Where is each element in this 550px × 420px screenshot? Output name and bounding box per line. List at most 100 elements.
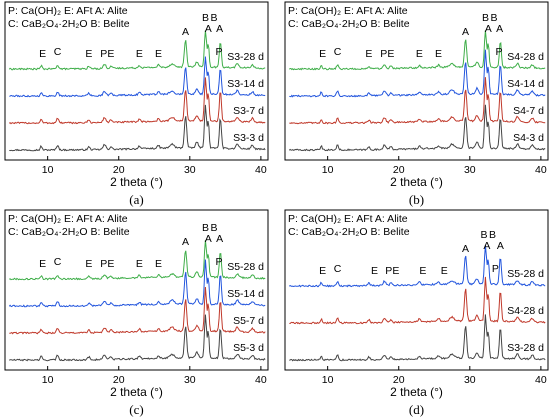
peak-label: E bbox=[136, 258, 143, 270]
peak-label: B bbox=[210, 12, 217, 24]
peak-label: E bbox=[107, 258, 114, 270]
peak-label: E bbox=[319, 48, 326, 60]
peak-label: E bbox=[155, 258, 162, 270]
peak-label: C bbox=[334, 46, 342, 58]
series-label: S5-28 d bbox=[227, 261, 264, 273]
peak-label: E bbox=[365, 48, 372, 60]
peak-label: E bbox=[136, 48, 143, 60]
series-line bbox=[8, 314, 266, 362]
series-line bbox=[288, 245, 546, 288]
peak-label: A bbox=[182, 26, 189, 38]
series-line bbox=[8, 259, 266, 308]
panel-letter: (b) bbox=[409, 192, 424, 207]
peak-label: P bbox=[380, 48, 387, 60]
peak-label: B bbox=[481, 229, 488, 241]
plot-frame bbox=[4, 209, 269, 371]
peak-label: A bbox=[205, 23, 212, 35]
series-label: S3-14 d bbox=[227, 78, 264, 90]
peak-label: B bbox=[489, 229, 496, 241]
series-line bbox=[289, 276, 546, 325]
phase-legend-line: P: Ca(OH)₂ E: AFt A: Alite bbox=[288, 5, 408, 17]
x-axis-title: 2 theta (°) bbox=[110, 385, 163, 399]
peak-label: P bbox=[385, 265, 392, 277]
peak-label: B bbox=[482, 12, 489, 24]
x-tick-label: 40 bbox=[255, 164, 267, 176]
series-label: S3-28 d bbox=[507, 342, 544, 354]
series-label: S4-28 d bbox=[507, 51, 544, 63]
x-tick-label: 20 bbox=[113, 164, 125, 176]
peak-label: A bbox=[485, 23, 492, 35]
x-tick-label: 30 bbox=[184, 374, 196, 386]
x-tick-label: 40 bbox=[535, 374, 547, 386]
peak-label: E bbox=[416, 48, 423, 60]
peak-label: E bbox=[371, 265, 378, 277]
panel-a: 10 20 30 40 2 theta (°) (a) P: Ca(OH)₂ E: AFt … bbox=[4, 1, 269, 207]
x-tick-label: 10 bbox=[42, 164, 54, 176]
x-tick-label: 20 bbox=[393, 164, 405, 176]
x-tick-label: 20 bbox=[393, 374, 405, 386]
peak-label: A bbox=[462, 243, 469, 255]
peak-label: A bbox=[483, 240, 490, 252]
peak-label: E bbox=[85, 48, 92, 60]
plot-frame bbox=[284, 1, 549, 161]
peak-label: E bbox=[441, 265, 448, 277]
phase-legend-line: C: CaB₂O₄·2H₂O B: Belite bbox=[8, 226, 130, 238]
series-label: S4-3 d bbox=[513, 132, 544, 144]
phase-legend-line: P: Ca(OH)₂ E: AFt A: Alite bbox=[8, 5, 128, 17]
peak-label: E bbox=[155, 48, 162, 60]
panel-c: 10 20 30 40 2 theta (°) (c) P: Ca(OH)₂ E: AFt … bbox=[4, 209, 269, 417]
phase-legend-line: C: CaB₂O₄·2H₂O B: Belite bbox=[288, 18, 410, 30]
series-label: S5-7 d bbox=[233, 315, 264, 327]
peak-label: E bbox=[392, 265, 399, 277]
panel-letter: (d) bbox=[409, 402, 424, 417]
series-line bbox=[289, 49, 546, 98]
peak-label: P bbox=[100, 48, 107, 60]
panel-letter: (c) bbox=[129, 402, 143, 417]
x-axis-title: 2 theta (°) bbox=[390, 385, 443, 399]
peak-label: P bbox=[492, 263, 499, 275]
x-tick-label: 30 bbox=[184, 164, 196, 176]
series-label: S5-14 d bbox=[227, 288, 264, 300]
series-label: S5-28 d bbox=[507, 268, 544, 280]
phase-legend-line: P: Ca(OH)₂ E: AFt A: Alite bbox=[288, 213, 408, 225]
peak-label: A bbox=[205, 233, 212, 245]
series-line bbox=[288, 104, 546, 152]
series-line bbox=[9, 286, 266, 335]
peak-label: P bbox=[215, 46, 222, 58]
panel-d: 10 20 30 40 2 theta (°) (d) P: Ca(OH)₂ E: AFt … bbox=[284, 209, 549, 417]
panel-b: 10 20 30 40 2 theta (°) (b) P: Ca(OH)₂ E: AFt … bbox=[284, 1, 549, 207]
series-line bbox=[288, 30, 546, 71]
series-line bbox=[289, 314, 546, 362]
peak-label: E bbox=[419, 265, 426, 277]
peak-label: E bbox=[107, 48, 114, 60]
series-line bbox=[9, 240, 266, 281]
peak-label: E bbox=[39, 258, 46, 270]
peak-label: B bbox=[202, 12, 209, 24]
peak-label: P bbox=[100, 258, 107, 270]
series-line bbox=[9, 56, 266, 98]
phase-legend-line: C: CaB₂O₄·2H₂O B: Belite bbox=[288, 226, 410, 238]
series-label: S3-7 d bbox=[233, 105, 264, 117]
peak-label: C bbox=[54, 256, 62, 268]
x-tick-label: 10 bbox=[322, 374, 334, 386]
x-tick-label: 40 bbox=[255, 374, 267, 386]
series-label: S3-28 d bbox=[227, 51, 264, 63]
peak-label: A bbox=[216, 233, 223, 245]
phase-legend-line: C: CaB₂O₄·2H₂O B: Belite bbox=[8, 18, 130, 30]
x-tick-label: 30 bbox=[464, 164, 476, 176]
x-axis-title: 2 theta (°) bbox=[110, 175, 163, 189]
peak-label: P bbox=[215, 256, 222, 268]
peak-label: A bbox=[182, 236, 189, 248]
peak-label: E bbox=[319, 265, 326, 277]
series-label: S4-7 d bbox=[513, 105, 544, 117]
peak-label: A bbox=[496, 23, 503, 35]
peak-label: B bbox=[210, 222, 217, 234]
peak-label: B bbox=[490, 12, 497, 24]
peak-label: E bbox=[85, 258, 92, 270]
series-label: S4-14 d bbox=[507, 78, 544, 90]
peak-label: A bbox=[462, 26, 469, 38]
peak-label: A bbox=[216, 23, 223, 35]
peak-label: P bbox=[495, 46, 502, 58]
plot-frame bbox=[4, 1, 269, 161]
